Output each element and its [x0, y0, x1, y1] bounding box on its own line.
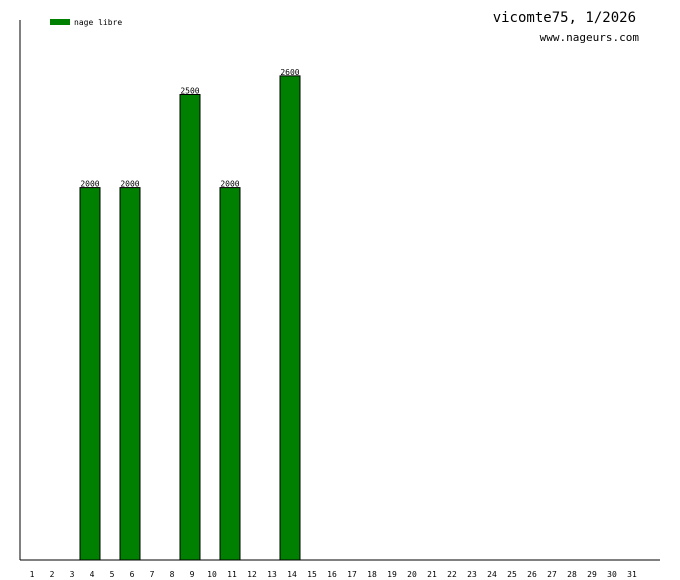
- x-tick-label: 24: [487, 570, 497, 579]
- x-tick-label: 13: [267, 570, 277, 579]
- x-tick-label: 17: [347, 570, 357, 579]
- bar: [279, 75, 301, 561]
- bar: [119, 187, 141, 561]
- x-tick-label: 8: [170, 570, 175, 579]
- bar: [79, 187, 101, 561]
- x-tick-label: 27: [547, 570, 557, 579]
- x-tick-label: 14: [287, 570, 297, 579]
- x-tick-label: 10: [207, 570, 217, 579]
- x-tick-label: 18: [367, 570, 377, 579]
- x-tick-label: 25: [507, 570, 517, 579]
- x-tick-label: 21: [427, 570, 437, 579]
- chart-subtitle: www.nageurs.com: [540, 31, 640, 44]
- x-tick-label: 12: [247, 570, 257, 579]
- value-label: 2600: [280, 68, 299, 77]
- value-label: 2000: [220, 180, 239, 189]
- x-tick-label: 26: [527, 570, 537, 579]
- value-label: 2500: [180, 86, 199, 95]
- x-tick-label: 4: [90, 570, 95, 579]
- x-tick-label: 23: [467, 570, 477, 579]
- x-tick-label: 29: [587, 570, 597, 579]
- x-tick-label: 31: [627, 570, 637, 579]
- bar: [179, 93, 201, 561]
- x-tick-label: 5: [110, 570, 115, 579]
- value-label: 2000: [80, 180, 99, 189]
- x-tick-label: 30: [607, 570, 617, 579]
- x-tick-label: 20: [407, 570, 417, 579]
- legend-label: nage libre: [74, 18, 122, 27]
- x-tick-label: 1: [30, 570, 35, 579]
- x-tick-label: 6: [130, 570, 135, 579]
- value-label: 2000: [120, 180, 139, 189]
- x-tick-label: 9: [190, 570, 195, 579]
- x-tick-label: 28: [567, 570, 577, 579]
- x-tick-label: 22: [447, 570, 457, 579]
- x-tick-label: 3: [70, 570, 75, 579]
- x-tick-label: 16: [327, 570, 337, 579]
- x-tick-label: 11: [227, 570, 237, 579]
- x-tick-label: 19: [387, 570, 397, 579]
- chart-title: vicomte75, 1/2026: [493, 10, 636, 26]
- legend-swatch: [50, 19, 70, 25]
- x-tick-label: 7: [150, 570, 155, 579]
- x-tick-label: 2: [50, 570, 55, 579]
- bar: [219, 187, 241, 561]
- x-tick-label: 15: [307, 570, 317, 579]
